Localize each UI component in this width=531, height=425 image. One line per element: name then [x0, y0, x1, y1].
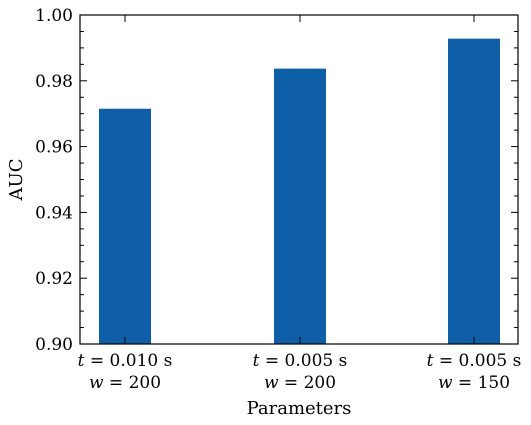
x-axis-label: Parameters — [247, 398, 352, 419]
bar-2 — [274, 68, 326, 344]
y-tick-label: 0.98 — [35, 72, 73, 92]
y-axis-label: AUC — [6, 159, 27, 202]
y-tick-label: 0.92 — [35, 269, 73, 289]
bars-group — [99, 38, 500, 345]
y-tick-label: 1.00 — [35, 6, 73, 26]
y-tick-label: 0.96 — [35, 138, 73, 158]
y-ticks-group: 0.90 0.92 0.94 0.96 0.98 1.00 — [35, 6, 518, 355]
bar-1 — [99, 108, 151, 344]
y-tick-label: 0.94 — [35, 203, 73, 223]
bar-3 — [448, 38, 500, 345]
y-tick-label: 0.90 — [35, 335, 73, 355]
